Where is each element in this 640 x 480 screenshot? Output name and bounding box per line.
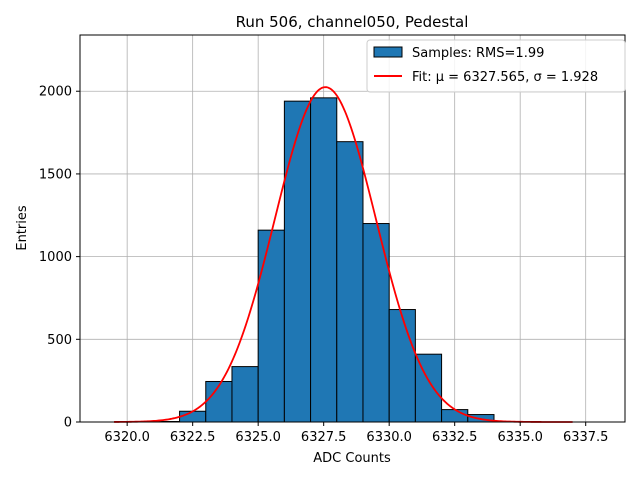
x-tick-label: 6322.5 — [170, 430, 216, 445]
histogram-bar — [231, 366, 259, 423]
histogram-bar — [388, 309, 416, 423]
legend-box — [366, 39, 626, 93]
histogram-bar — [205, 380, 233, 423]
x-axis-ticks: 6320.0 6322.5 6325.0 6327.5 6330.0 6332.5 6335… — [104, 422, 608, 445]
fit-curve-layer — [114, 86, 573, 423]
x-tick-label: 6330.0 — [366, 430, 412, 445]
legend-histogram-swatch — [373, 46, 403, 58]
histogram-bars — [152, 97, 495, 423]
y-tick-label: 1500 — [39, 167, 72, 182]
x-tick-label: 6325.0 — [235, 430, 281, 445]
legend: Samples: RMS=1.99 Fit: μ = 6327.565, σ =… — [366, 39, 626, 93]
chart-title: Run 506, channel050, Pedestal — [236, 13, 469, 31]
fit-curve — [114, 86, 573, 423]
axes-frame — [79, 34, 626, 423]
y-tick-label: 2000 — [39, 85, 72, 100]
x-tick-label: 6337.5 — [563, 430, 609, 445]
x-tick-label: 6320.0 — [104, 430, 150, 445]
y-axis-ticks: 0 500 1000 1500 2000 — [39, 85, 80, 431]
legend-histogram-label: Samples: RMS=1.99 — [412, 46, 544, 61]
x-tick-label: 6332.5 — [432, 430, 478, 445]
legend-fit-label: Fit: μ = 6327.565, σ = 1.928 — [412, 70, 598, 85]
histogram-bar — [441, 409, 469, 423]
histogram-bar — [257, 229, 285, 423]
x-axis-label: ADC Counts — [313, 451, 391, 466]
x-tick-label: 6335.0 — [497, 430, 543, 445]
histogram-bar — [310, 97, 338, 423]
y-tick-label: 1000 — [39, 250, 72, 265]
y-tick-label: 500 — [47, 333, 72, 348]
y-axis-label: Entries — [15, 205, 30, 251]
histogram-bar — [336, 141, 364, 423]
histogram-bar — [283, 100, 312, 423]
histogram-bar — [179, 410, 207, 423]
x-tick-label: 6327.5 — [301, 430, 347, 445]
y-tick-label: 0 — [64, 416, 72, 431]
